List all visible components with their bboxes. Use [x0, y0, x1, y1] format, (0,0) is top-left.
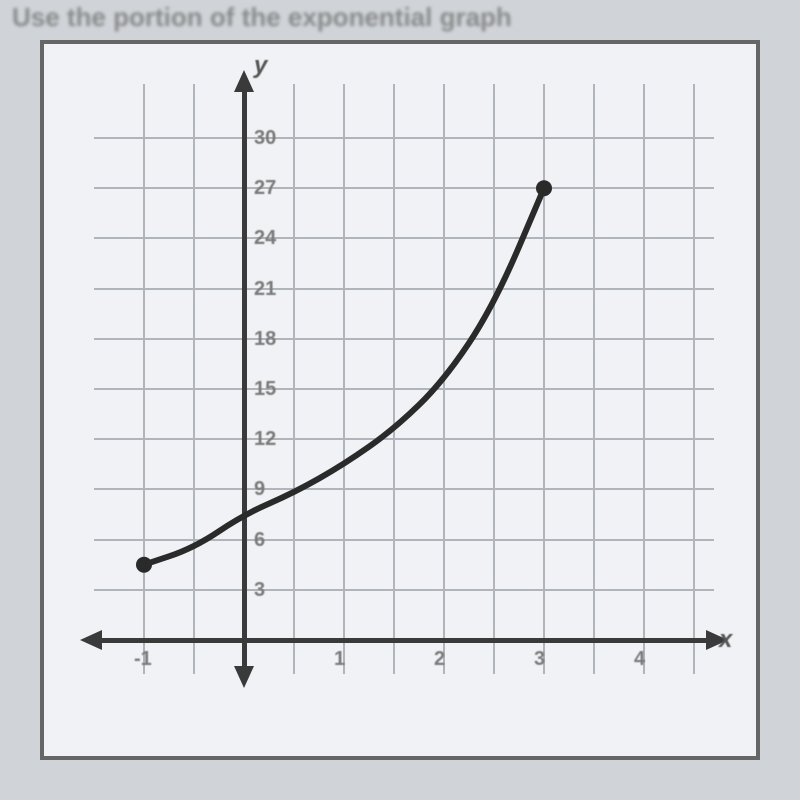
x-axis-label: x — [719, 626, 732, 654]
page-title: Use the portion of the exponential graph — [12, 2, 512, 33]
chart-container: 36912151821242730-11234yx — [40, 40, 760, 760]
exponential-curve — [144, 188, 544, 565]
curve-svg — [94, 84, 714, 674]
curve-endpoint — [136, 557, 152, 573]
curve-endpoint — [536, 180, 552, 196]
plot-area: 36912151821242730-11234yx — [94, 84, 714, 674]
y-axis-label: y — [254, 52, 267, 80]
